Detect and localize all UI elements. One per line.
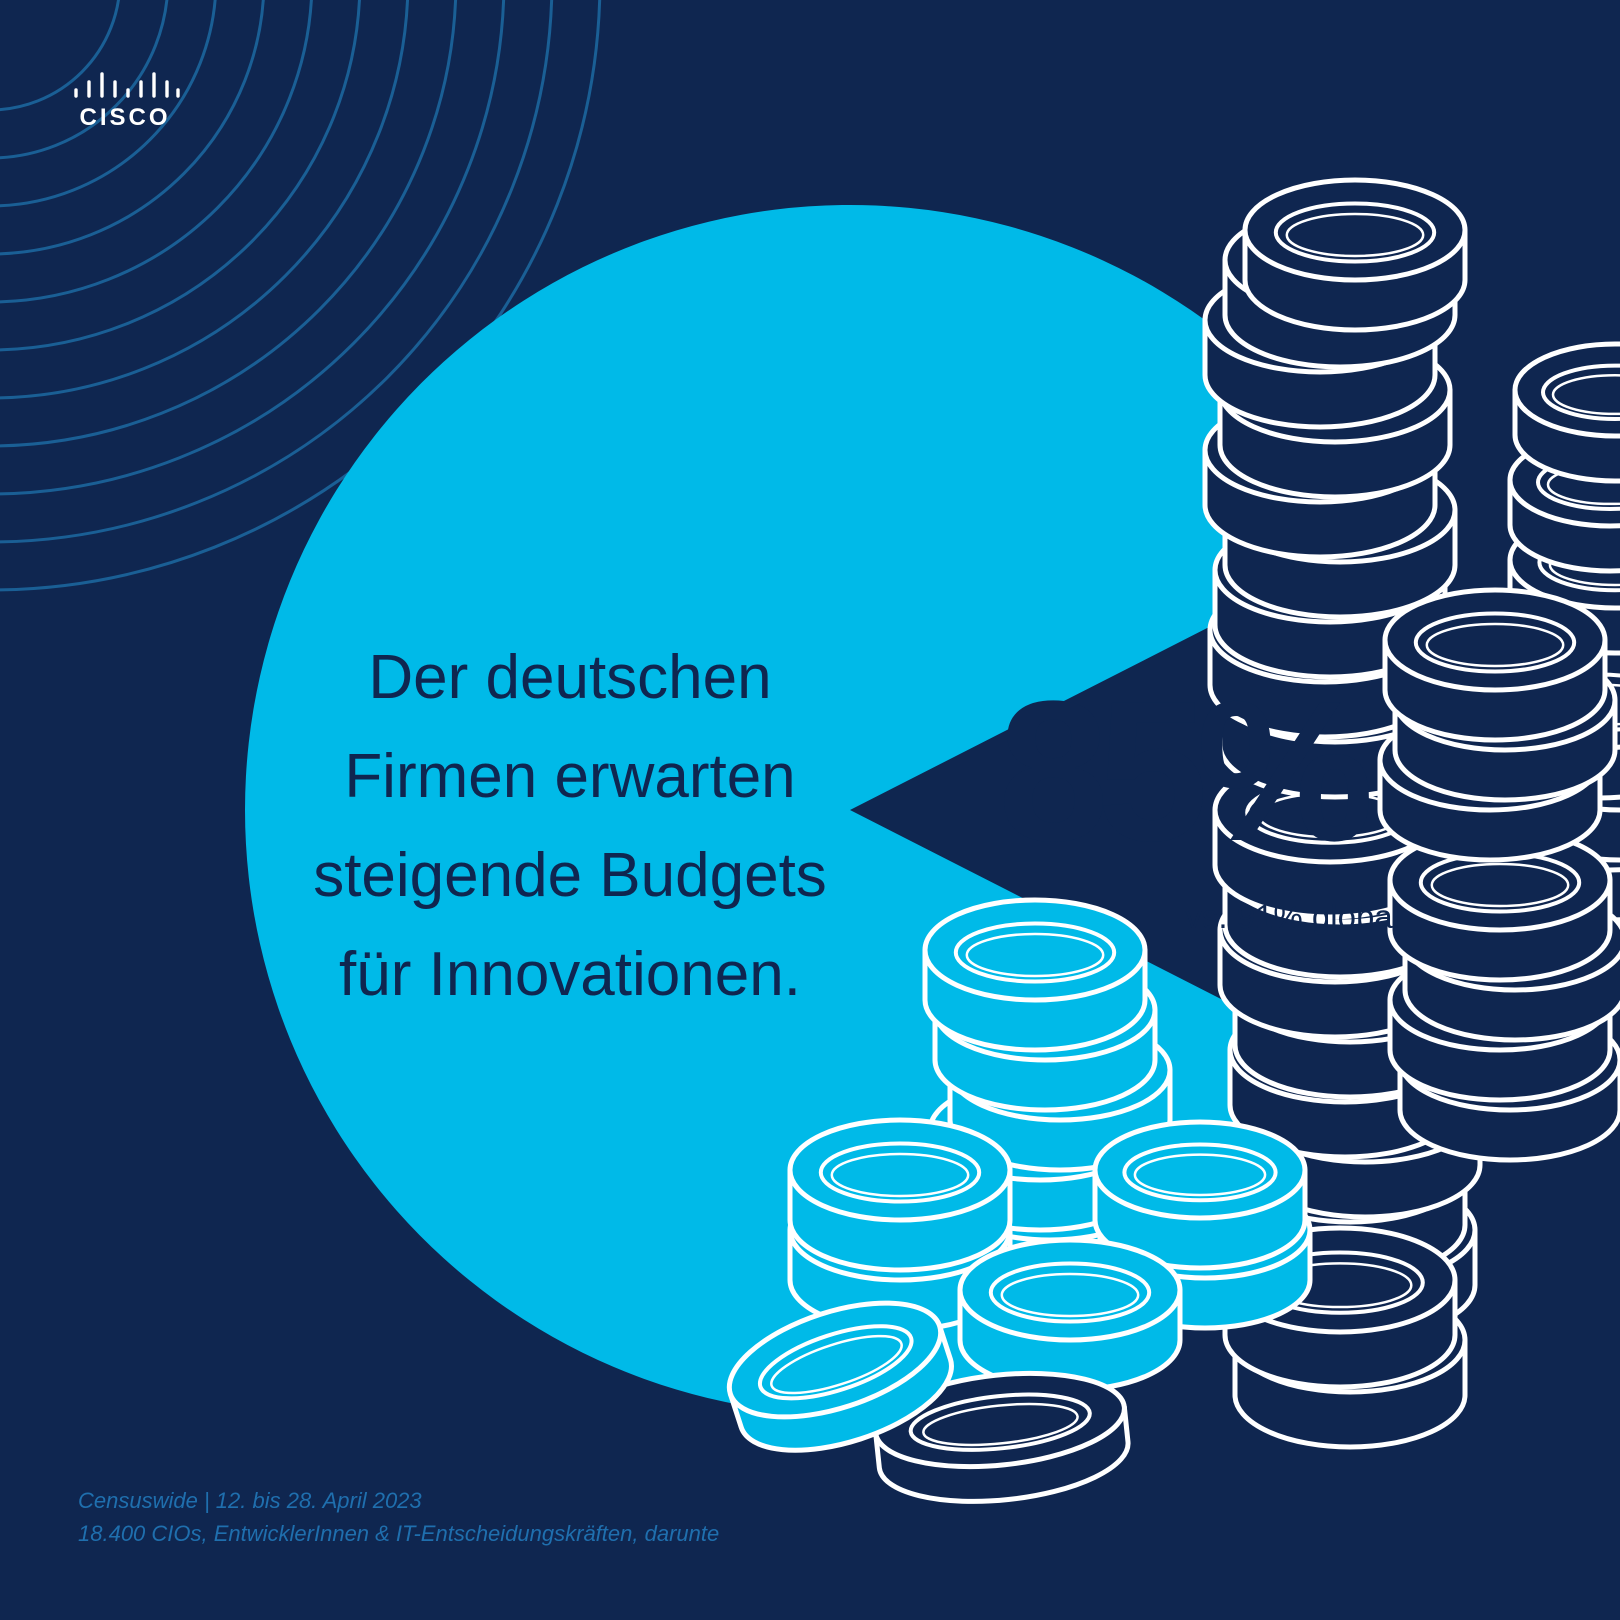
coin <box>1092 1119 1308 1271</box>
stat-value: 85% <box>997 660 1374 883</box>
coin <box>726 1300 954 1453</box>
coin <box>787 1117 1013 1273</box>
source-line-1: Censuswide | 12. bis 28. April 2023 <box>78 1488 422 1513</box>
headline-line-4: für Innovationen. <box>339 940 801 1009</box>
coin <box>1382 587 1608 743</box>
stat-comparison: vs. 91% global <box>1185 898 1400 935</box>
cisco-wordmark: CISCO <box>79 104 171 131</box>
coin <box>1512 341 1620 484</box>
cisco-bars-icon <box>74 72 180 98</box>
headline-line-3: steigende Budgets <box>313 841 827 910</box>
decorative-arc <box>0 0 409 400</box>
headline: Der deutschen Firmen erwarten steigende … <box>240 628 900 1024</box>
coin <box>1387 827 1613 983</box>
coin-stacks-illustration <box>726 177 1620 1504</box>
coin <box>957 1237 1183 1393</box>
decorative-arc <box>0 0 361 352</box>
coin <box>922 897 1148 1053</box>
source-note: Censuswide | 12. bis 28. April 2023 18.4… <box>78 1484 978 1550</box>
cisco-logo: CISCO <box>70 70 180 131</box>
headline-line-2: Firmen erwarten <box>344 742 796 811</box>
headline-line-1: Der deutschen <box>368 643 772 712</box>
coin <box>1242 177 1468 333</box>
source-line-2: 18.400 CIOs, EntwicklerInnen & IT-Entsch… <box>78 1521 720 1546</box>
